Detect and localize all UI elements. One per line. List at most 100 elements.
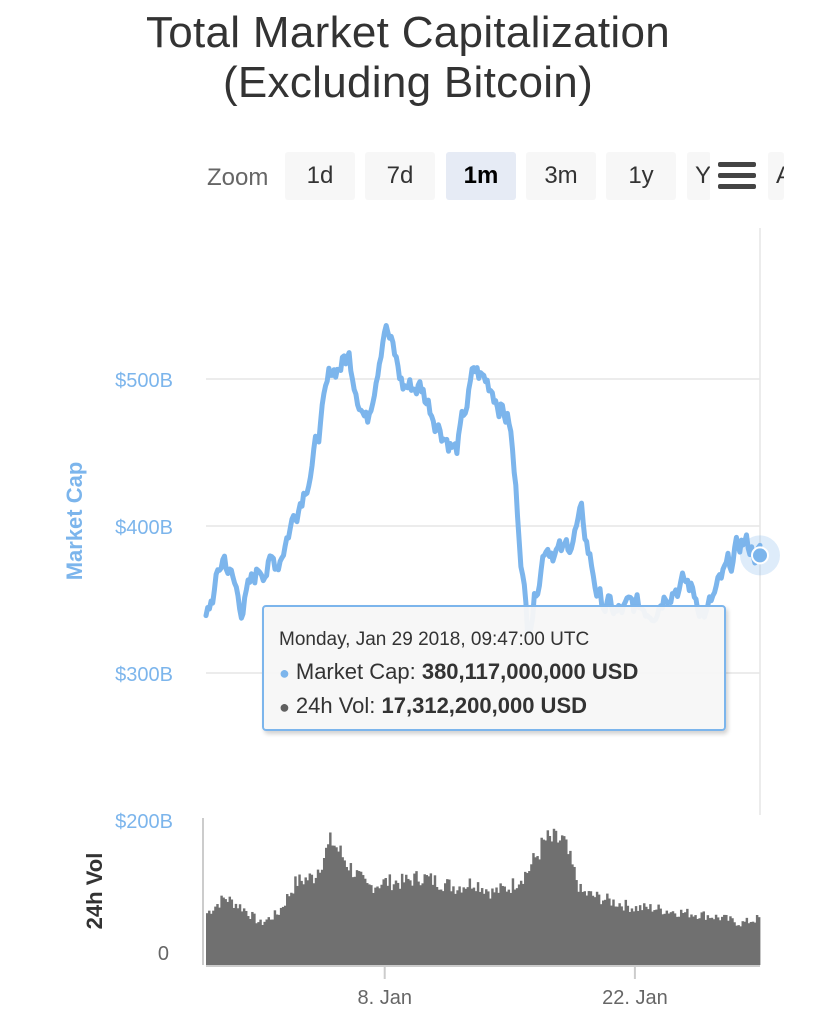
zoom-button-3m[interactable]: 3m	[526, 152, 596, 200]
volume-bar	[302, 884, 305, 965]
volume-bar	[374, 887, 377, 965]
volume-bar	[331, 845, 334, 965]
volume-bar	[462, 887, 465, 965]
volume-bar	[343, 860, 346, 965]
zoom-button-ytd[interactable]: Y	[687, 152, 711, 200]
volume-bar	[480, 888, 484, 965]
hamburger-icon-bar-middle	[718, 173, 756, 178]
volume-bar	[503, 886, 506, 965]
volume-bar	[460, 892, 463, 965]
volume-bar	[608, 898, 611, 965]
volume-bar	[558, 840, 562, 965]
volume-bar	[737, 925, 740, 965]
volume-bar	[686, 908, 689, 965]
volume-bar	[524, 871, 527, 965]
volume-bar	[359, 871, 363, 965]
volume-bar	[263, 921, 266, 965]
volume-bar	[439, 889, 443, 965]
volume-bar	[216, 904, 219, 965]
volume-bar	[392, 884, 396, 965]
volume-bar	[665, 910, 669, 965]
volume-bar	[468, 878, 472, 965]
volume-bar	[452, 886, 455, 965]
volume-bar	[304, 877, 307, 965]
hamburger-icon-bar-bottom	[718, 184, 756, 189]
volume-bar	[433, 875, 437, 965]
volume-bar	[645, 906, 648, 965]
zoom-button-1d[interactable]: 1d	[285, 152, 355, 200]
volume-bar	[472, 887, 476, 965]
volume-bar	[536, 856, 539, 965]
volume-bar	[632, 911, 636, 965]
volume-bar	[538, 859, 541, 965]
volume-bar	[425, 875, 428, 965]
volume-bar	[501, 885, 504, 965]
volume-bar	[491, 888, 494, 965]
volume-bar	[511, 878, 515, 965]
volume-bar	[437, 889, 441, 965]
volume-bar	[450, 891, 453, 965]
chart-title: Total Market Capitalization (Excluding B…	[0, 8, 816, 108]
tooltip-row-volume: ● 24h Vol: 17,312,200,000 USD	[279, 693, 587, 719]
volume-bar	[353, 876, 357, 965]
volume-bar	[755, 915, 759, 965]
volume-bar	[337, 851, 340, 965]
y-tick-label: $200B	[115, 811, 173, 833]
volume-bar	[368, 884, 371, 965]
hover-marker	[751, 546, 769, 565]
zoom-button-1y[interactable]: 1y	[606, 152, 676, 200]
volume-bar	[242, 908, 246, 965]
volume-bar	[224, 899, 227, 965]
volume-bar	[519, 880, 523, 965]
volume-bar	[530, 864, 533, 965]
volume-bar	[218, 907, 221, 965]
volume-bar	[585, 895, 589, 965]
volume-bar	[376, 886, 379, 965]
volume-bar	[513, 889, 517, 965]
zoom-button-7d[interactable]: 7d	[365, 152, 435, 200]
volume-bar	[622, 910, 625, 965]
volume-bar	[417, 881, 420, 965]
volume-bar	[318, 872, 322, 965]
volume-bar	[329, 832, 332, 965]
zoom-button-1m[interactable]: 1m	[446, 152, 516, 200]
volume-bar	[232, 907, 236, 965]
chart-menu-button[interactable]	[710, 152, 766, 200]
volume-bar	[275, 914, 279, 965]
volume-bar	[339, 845, 342, 965]
volume-bar	[415, 871, 418, 965]
volume-bar	[431, 884, 435, 965]
volume-bar	[583, 891, 586, 965]
volume-bar	[407, 878, 410, 965]
volume-bar	[706, 915, 710, 965]
volume-bar	[571, 864, 574, 965]
tooltip-date: Monday, Jan 29 2018, 09:47:00 UTC	[279, 629, 590, 650]
volume-bar	[244, 910, 248, 965]
volume-bar	[294, 876, 297, 965]
volume-bar	[273, 910, 277, 965]
volume-bar	[300, 880, 303, 965]
volume-bar	[251, 911, 254, 965]
volume-bar	[265, 919, 268, 965]
volume-bar	[306, 880, 309, 965]
volume-bar	[692, 916, 695, 965]
volume-bar	[647, 909, 650, 965]
volume-bar	[727, 920, 730, 965]
volume-bar	[597, 894, 601, 965]
volume-bar	[505, 891, 509, 965]
volume-bar	[618, 903, 621, 965]
volume-bar	[214, 906, 217, 965]
volume-bar	[249, 918, 252, 965]
zoom-button-all[interactable]: A	[768, 152, 784, 200]
volume-bar	[240, 911, 244, 965]
volume-bar	[456, 890, 459, 965]
volume-bar	[675, 916, 679, 965]
volume-bar	[649, 904, 652, 965]
volume-bar	[230, 899, 234, 965]
volume-bar	[544, 840, 548, 965]
volume-bar	[599, 904, 603, 965]
volume-bar	[255, 923, 258, 965]
volume-bar	[704, 919, 708, 965]
volume-bar	[587, 891, 591, 965]
